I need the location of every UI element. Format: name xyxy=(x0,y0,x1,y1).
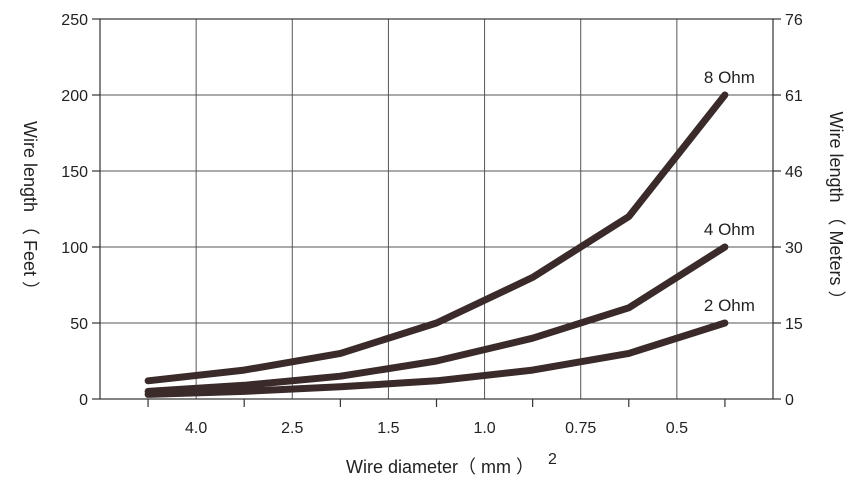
y-right-tick-label: 15 xyxy=(785,316,803,333)
x-tick-label: 4.0 xyxy=(185,420,207,437)
y-left-tick-label: 0 xyxy=(79,392,88,409)
series-label-4-ohm: 4 Ohm xyxy=(704,220,755,239)
x-tick-label: 2.5 xyxy=(281,420,303,437)
y-axis-left-title: Wire length （ Feet ） xyxy=(20,121,40,299)
series-line-4-ohm xyxy=(144,243,729,395)
y-right-tick-label: 76 xyxy=(785,12,803,29)
y-axis-right-ticks: 0 15 30 46 61 76 xyxy=(773,12,803,409)
series-line-2-ohm xyxy=(144,319,729,398)
x-axis-title: Wire diameter（ mm ） xyxy=(346,457,534,477)
y-right-tick-label: 30 xyxy=(785,240,803,257)
y-right-tick-label: 46 xyxy=(785,164,803,181)
series-labels: 8 Ohm 4 Ohm 2 Ohm xyxy=(704,68,755,315)
x-tick-label: 0.5 xyxy=(666,420,688,437)
y-axis-left-ticks: 0 50 100 150 200 250 xyxy=(61,12,100,409)
y-right-tick-label: 0 xyxy=(785,392,794,409)
x-tick-label: 1.0 xyxy=(473,420,495,437)
y-left-tick-label: 100 xyxy=(61,240,88,257)
y-right-tick-label: 61 xyxy=(785,88,803,105)
plot-frame xyxy=(99,18,774,400)
y-left-tick-label: 200 xyxy=(61,88,88,105)
x-tick-label: 0.75 xyxy=(565,420,596,437)
y-left-tick-label: 250 xyxy=(61,12,88,29)
y-left-tick-label: 50 xyxy=(70,316,88,333)
series-label-8-ohm: 8 Ohm xyxy=(704,68,755,87)
series-lines xyxy=(144,91,729,398)
x-tick-label: 1.5 xyxy=(377,420,399,437)
series-line-8-ohm xyxy=(144,91,729,385)
series-label-2-ohm: 2 Ohm xyxy=(704,296,755,315)
x-axis-title-superscript: 2 xyxy=(548,451,557,468)
y-left-tick-label: 150 xyxy=(61,164,88,181)
x-axis-ticks: 4.0 2.5 1.5 1.0 0.75 0.5 xyxy=(147,399,726,437)
y-axis-right-title: Wire length （ Meters ） xyxy=(826,111,846,308)
